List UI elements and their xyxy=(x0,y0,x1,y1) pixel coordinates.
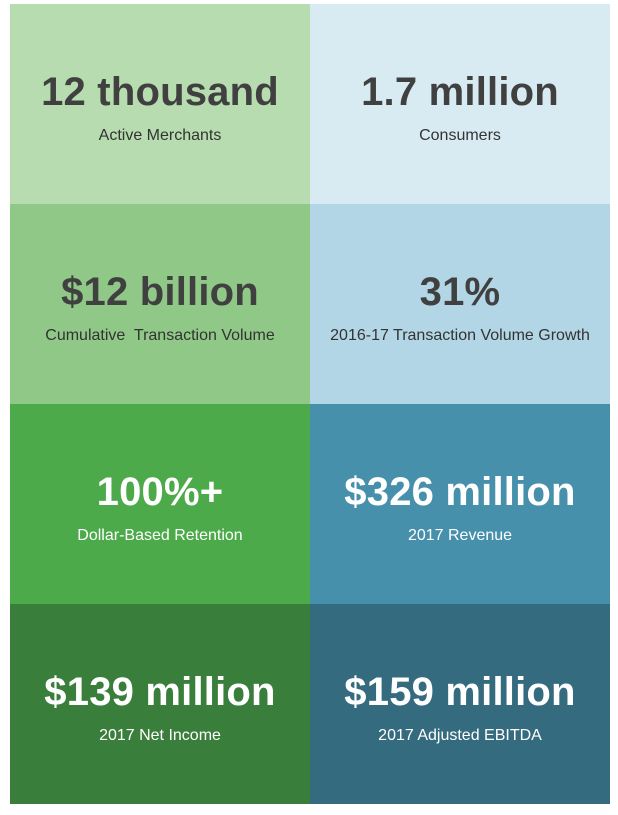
tile-label: 2017 Adjusted EBITDA xyxy=(378,727,542,744)
tile-label: Cumulative Transaction Volume xyxy=(45,327,275,344)
metrics-grid: 12 thousand Active Merchants 1.7 million… xyxy=(10,4,610,804)
tile-value: 100%+ xyxy=(96,470,224,514)
tile-label: Dollar-Based Retention xyxy=(77,527,243,544)
tile-label: 2016-17 Transaction Volume Growth xyxy=(330,327,590,344)
tile-value: 12 thousand xyxy=(41,70,279,114)
tile-value: $326 million xyxy=(344,470,576,514)
tile-dollar-based-retention: 100%+ Dollar-Based Retention xyxy=(10,404,310,604)
tile-value: $159 million xyxy=(344,670,576,714)
tile-active-merchants: 12 thousand Active Merchants xyxy=(10,4,310,204)
tile-net-income: $139 million 2017 Net Income xyxy=(10,604,310,804)
tile-value: $12 billion xyxy=(61,270,259,314)
tile-consumers: 1.7 million Consumers xyxy=(310,4,610,204)
tile-cumulative-transaction-volume: $12 billion Cumulative Transaction Volum… xyxy=(10,204,310,404)
tile-revenue: $326 million 2017 Revenue xyxy=(310,404,610,604)
tile-adjusted-ebitda: $159 million 2017 Adjusted EBITDA xyxy=(310,604,610,804)
tile-label: 2017 Net Income xyxy=(99,727,221,744)
tile-label: Active Merchants xyxy=(98,127,222,144)
tile-value: 1.7 million xyxy=(361,70,559,114)
tile-transaction-volume-growth: 31% 2016-17 Transaction Volume Growth xyxy=(310,204,610,404)
tile-label: 2017 Revenue xyxy=(407,527,513,544)
tile-label: Consumers xyxy=(419,127,501,144)
tile-value: 31% xyxy=(419,270,501,314)
tile-value: $139 million xyxy=(44,670,276,714)
